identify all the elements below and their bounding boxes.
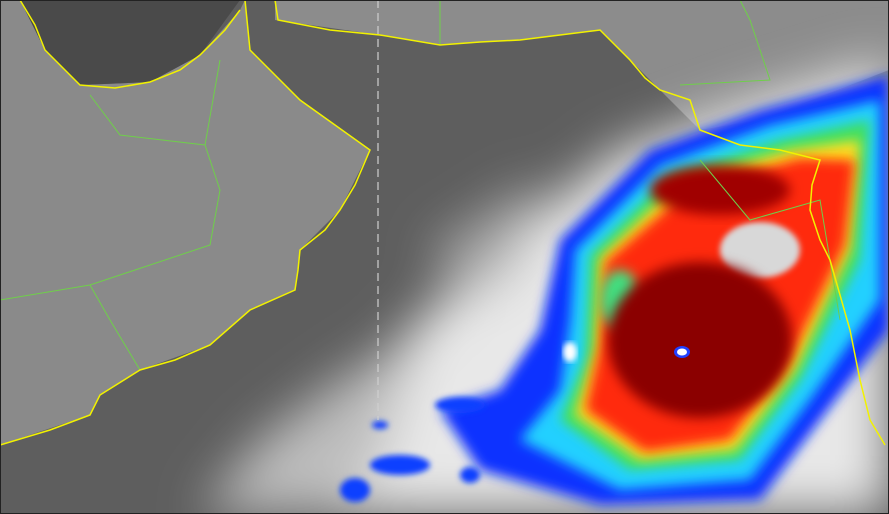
persian-gulf <box>20 0 240 85</box>
convective-cells <box>340 397 485 502</box>
arabian-land <box>0 0 370 445</box>
asian-land <box>275 0 889 130</box>
coastlines <box>0 0 886 446</box>
